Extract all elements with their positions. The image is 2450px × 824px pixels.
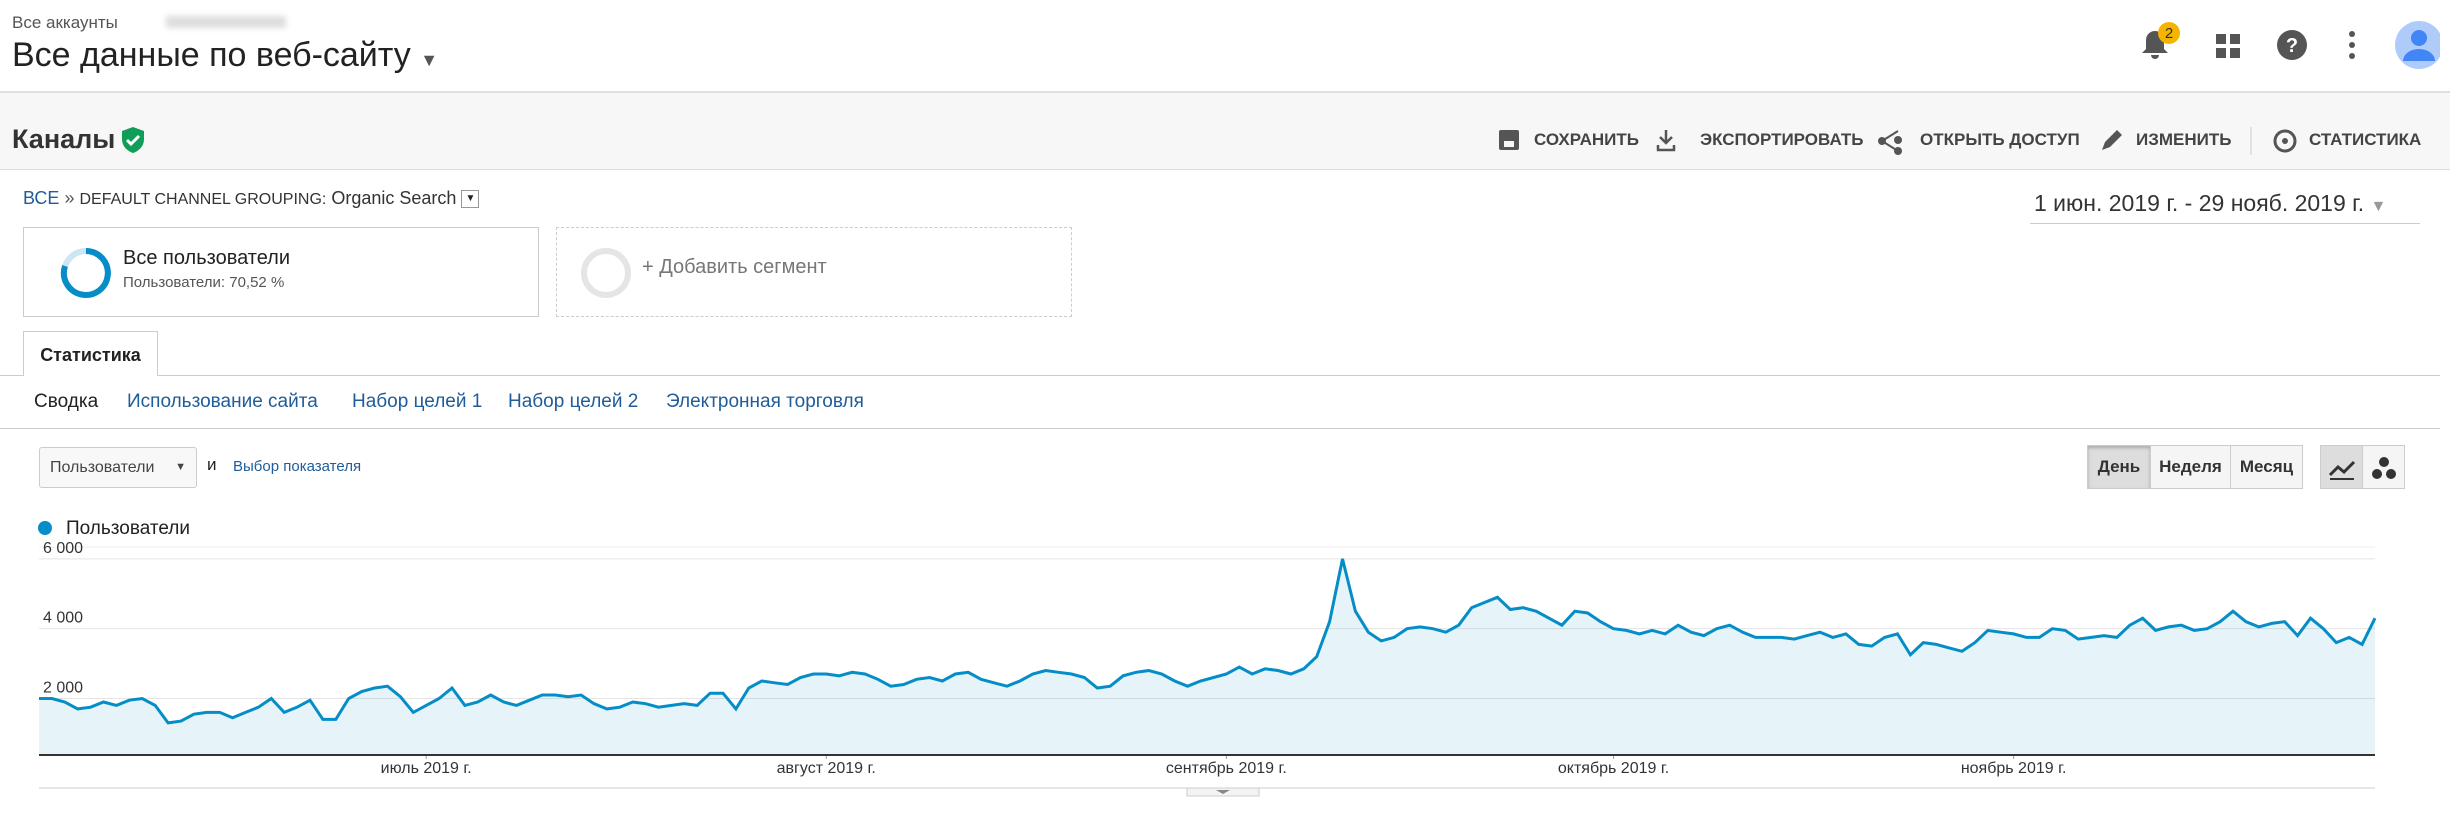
insights-button[interactable]: СТАТИСТИКА (2309, 130, 2422, 149)
x-tick-label: июль 2019 г. (381, 760, 472, 777)
export-button[interactable]: ЭКСПОРТИРОВАТЬ (1700, 130, 1864, 149)
segment-ring (60, 248, 111, 298)
view-title[interactable]: Все данные по веб-сайту ▼ (12, 36, 439, 74)
action-icons (1499, 127, 2297, 155)
apps-icon[interactable] (2216, 34, 2240, 58)
y-tick-label: 6 000 (43, 540, 83, 557)
area (39, 558, 2375, 755)
legend-marker (38, 521, 52, 535)
path-value: Organic Search (331, 188, 457, 208)
help-glyph: ? (2286, 35, 2298, 57)
metric-picker[interactable]: Выбор показателя (233, 458, 362, 475)
menu-icon[interactable] (2349, 31, 2355, 59)
conjunction: и (207, 455, 217, 474)
subtab[interactable]: Сводка (34, 391, 99, 412)
y-tick-label: 2 000 (43, 679, 83, 696)
segment-name: Все пользователи (123, 247, 291, 269)
badge-count: 2 (2165, 25, 2173, 42)
top-bar (0, 0, 2450, 93)
date-range[interactable]: 1 июн. 2019 г. - 29 нояб. 2019 г. ▼ (2030, 190, 2420, 224)
add-segment-ring (581, 248, 631, 298)
granularity-button[interactable]: День (2087, 445, 2151, 489)
subtab-divider (0, 428, 2440, 429)
share-button[interactable]: ОТКРЫТЬ ДОСТУП (1920, 130, 2080, 149)
dimension-path: ВСЕ » DEFAULT CHANNEL GROUPING: Organic … (23, 188, 480, 209)
report-title: Каналы (12, 124, 116, 154)
segment[interactable] (23, 227, 539, 317)
x-tick-label: сентябрь 2019 г. (1166, 760, 1287, 777)
edit-button[interactable]: ИЗМЕНИТЬ (2136, 130, 2232, 149)
subtab[interactable]: Использование сайта (127, 391, 318, 412)
line (39, 558, 2377, 725)
path-root[interactable]: ВСЕ (23, 188, 60, 208)
tab-divider (0, 375, 2440, 376)
x-tick-label: октябрь 2019 г. (1558, 760, 1669, 777)
verified-icon (122, 127, 144, 153)
blurred-account (166, 16, 286, 28)
add-segment[interactable] (556, 227, 1072, 317)
report-bar (0, 93, 2450, 170)
subtab[interactable]: Набор целей 2 (508, 391, 639, 412)
legend-label: Пользователи (66, 518, 190, 539)
x-tick-label: август 2019 г. (777, 760, 876, 777)
motion-chart-toggle[interactable] (2362, 445, 2405, 489)
tab[interactable]: Статистика (23, 331, 158, 376)
view-title-text: Все данные по веб-сайту (12, 36, 411, 74)
y-tick-label: 4 000 (43, 610, 83, 627)
subtab[interactable]: Электронная торговля (666, 391, 864, 412)
granularity-button[interactable]: Месяц (2230, 445, 2303, 489)
add-segment-label[interactable]: + Добавить сегмент (642, 256, 827, 278)
granularity-button[interactable]: Неделя (2150, 445, 2231, 489)
chart: 2 000 4 000 6 000 июль 2019 г. август 2019 г… (38, 518, 2377, 797)
breadcrumb[interactable]: Все аккаунты (12, 13, 118, 32)
path-dimension: DEFAULT CHANNEL GROUPING: (79, 191, 327, 208)
segment-detail: Пользователи: 70,52 % (123, 274, 285, 291)
subtab[interactable]: Набор целей 1 (352, 391, 483, 412)
resize-arrow (1216, 790, 1230, 794)
save-button[interactable]: СОХРАНИТЬ (1534, 130, 1639, 149)
metric-select-text: Пользователи (50, 459, 155, 476)
help-icon[interactable] (2277, 30, 2307, 60)
metric-select[interactable]: Пользователи ▼ (39, 447, 197, 488)
header-icons: 2 ? (2142, 21, 2440, 69)
date-range-text: 1 июн. 2019 г. - 29 нояб. 2019 г. (2034, 190, 2365, 216)
x-tick-label: ноябрь 2019 г. (1961, 760, 2067, 777)
badge (2158, 22, 2180, 44)
line-chart-toggle[interactable] (2320, 445, 2363, 489)
path-separator: » (64, 188, 75, 208)
